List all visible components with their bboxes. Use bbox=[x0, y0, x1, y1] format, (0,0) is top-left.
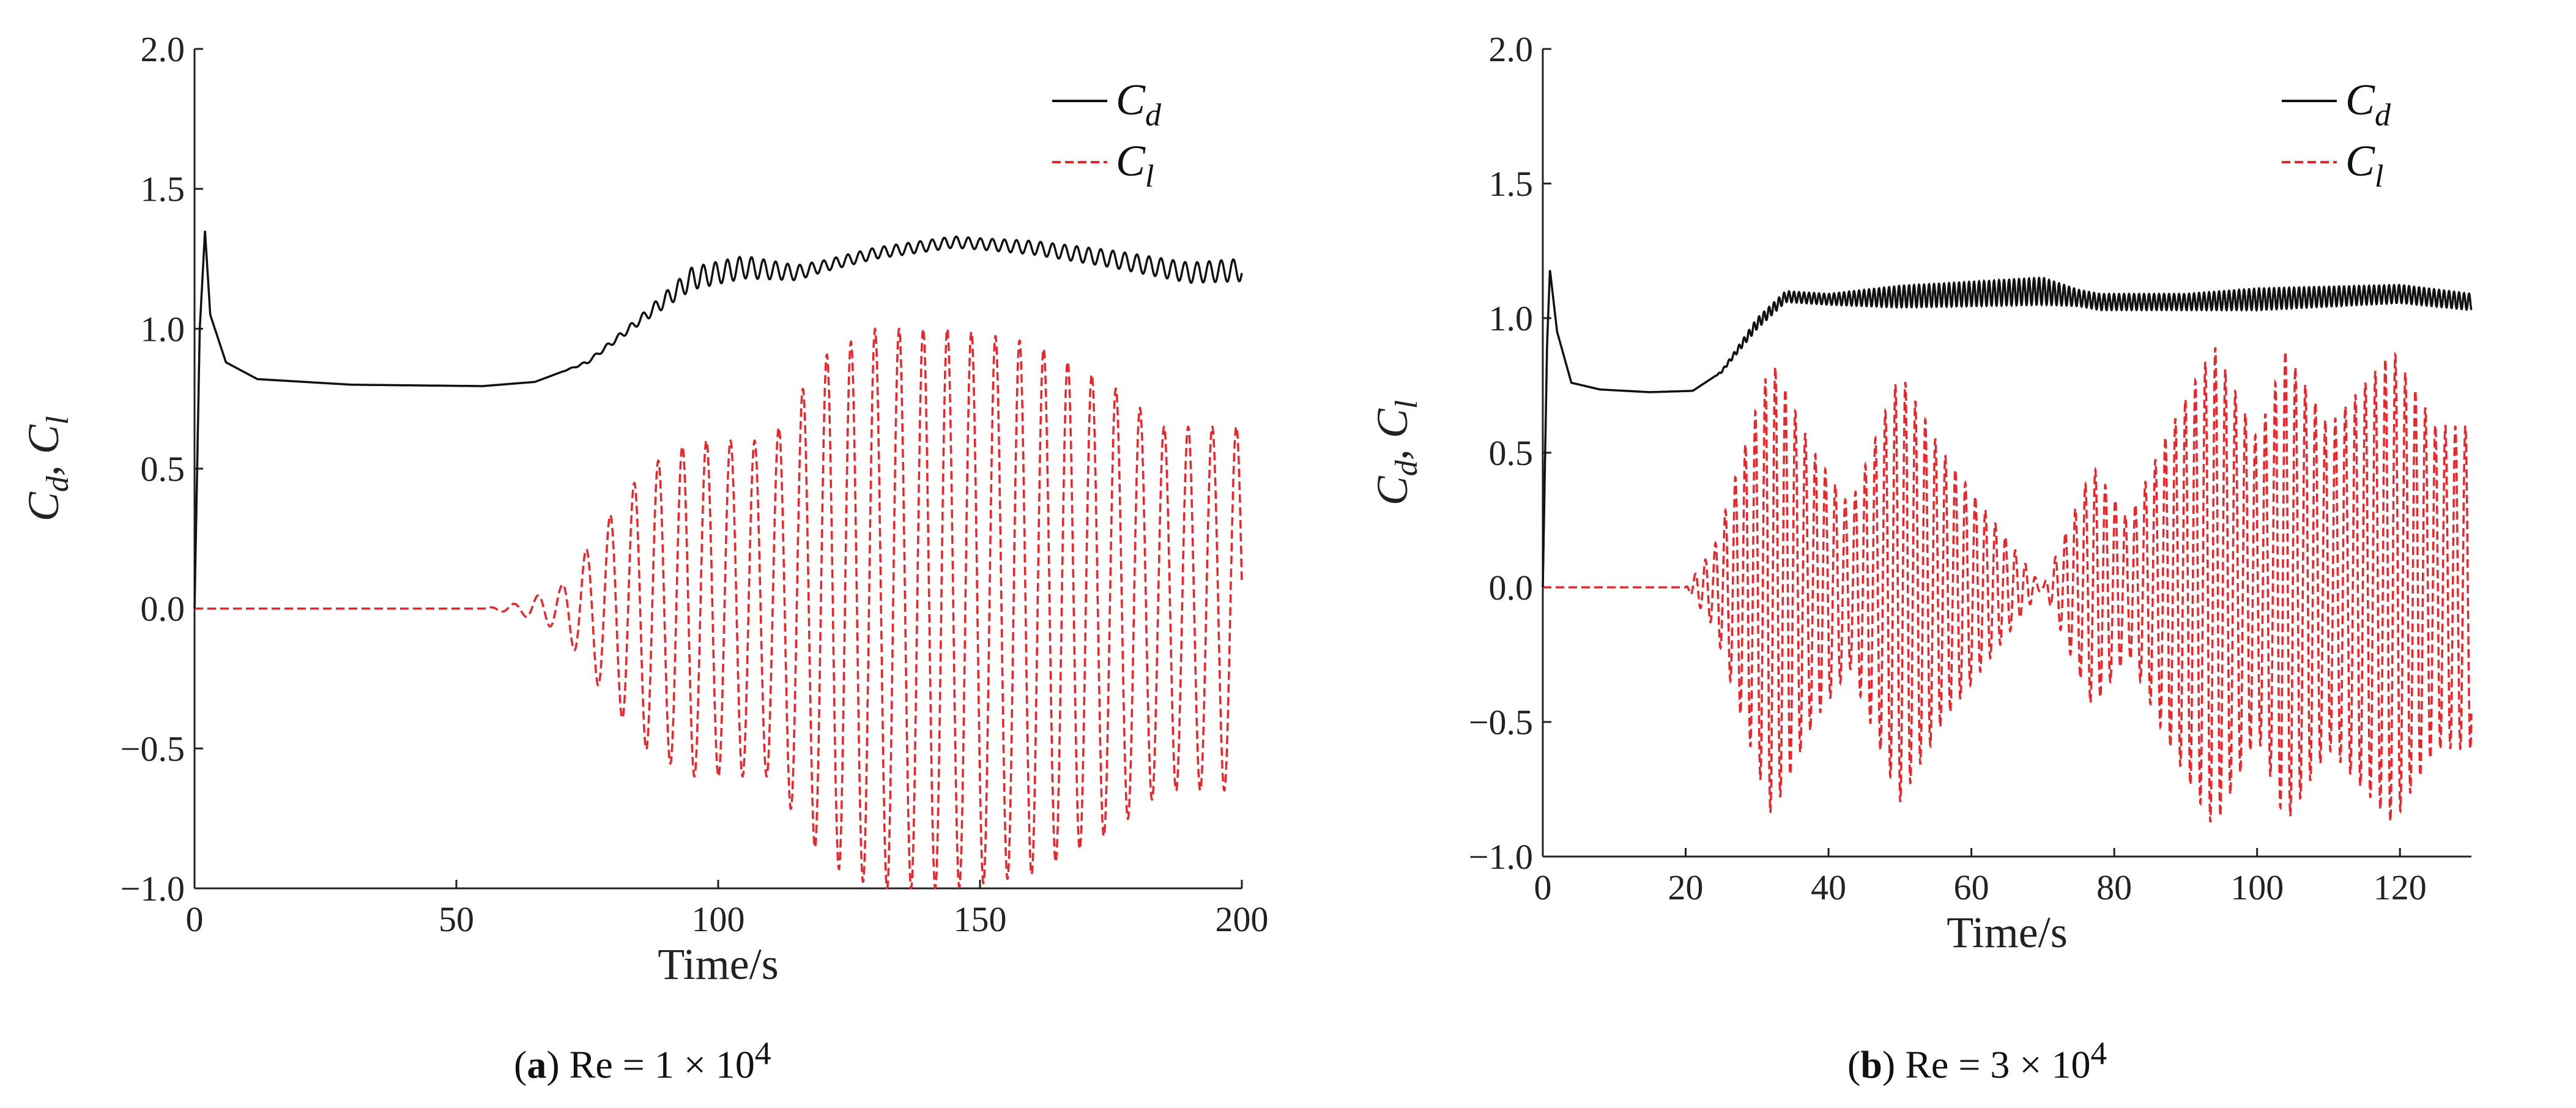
legend-label-cl: Cl bbox=[2345, 136, 2383, 194]
panel-a-series bbox=[193, 231, 1243, 890]
y-axis-label-sub: l bbox=[40, 416, 75, 425]
legend-label-main: C bbox=[2345, 136, 2375, 185]
y-axis-label-part: C bbox=[1368, 475, 1417, 505]
panel-b-chart: 2.0 1.5 1.0 0.5 0.0 −0.5 −1.00 20 40 60 80 100 120 Ti… bbox=[1368, 29, 2473, 957]
legend-label-cd: Cd bbox=[1116, 75, 1162, 133]
legend-label-cl: Cl bbox=[1116, 136, 1154, 194]
caption-a-exp: 4 bbox=[754, 1035, 771, 1071]
legend-label-main: C bbox=[1116, 136, 1146, 185]
caption-a-text: Re = 1 × 10 bbox=[559, 1043, 755, 1087]
caption-b-letter: b bbox=[1860, 1043, 1882, 1087]
series-cd-line bbox=[193, 231, 1243, 609]
y-axis-label: Cd, Cl bbox=[1368, 400, 1424, 506]
y-tick-label: 0.5 bbox=[1489, 433, 1534, 473]
x-tick-label: 200 bbox=[1216, 899, 1269, 939]
y-tick-label: −1.0 bbox=[1469, 837, 1533, 877]
x-tick-label: 0 bbox=[186, 899, 204, 939]
y-axis-label-part: , C bbox=[1368, 408, 1417, 460]
y-axis-label-sub: l bbox=[1389, 400, 1424, 409]
x-tick-label: 60 bbox=[1954, 868, 1989, 907]
y-tick-label: −0.5 bbox=[121, 729, 185, 768]
legend-label-sub: l bbox=[1145, 159, 1154, 194]
y-tick-label: 2.0 bbox=[141, 29, 185, 69]
y-tick-label: 0.0 bbox=[141, 589, 185, 629]
x-tick-label: 150 bbox=[954, 899, 1007, 939]
legend-label-cd: Cd bbox=[2345, 75, 2391, 133]
x-tick-label: 20 bbox=[1668, 868, 1704, 907]
caption-a-letter: a bbox=[527, 1043, 547, 1087]
y-axis-label-sub: d bbox=[1389, 459, 1424, 476]
legend-label-sub: d bbox=[1145, 98, 1162, 133]
y-axis-label-part: C bbox=[19, 491, 68, 521]
y-axis-label-sub: d bbox=[40, 475, 75, 492]
series-cl-line bbox=[1543, 347, 2473, 823]
y-tick-label: 1.0 bbox=[141, 309, 185, 349]
y-tick-label: 1.0 bbox=[1489, 299, 1534, 338]
y-tick-label: −1.0 bbox=[121, 869, 185, 909]
x-axis-label: Time/s bbox=[658, 940, 778, 989]
panel-b-axes: 2.0 1.5 1.0 0.5 0.0 −0.5 −1.00 20 40 60 80 100 120 Ti… bbox=[1368, 29, 2471, 957]
panel-a-axes: 2.0 1.5 1.0 0.5 0.0 −0.5 −1.00 50 100 150 200 Time/… bbox=[19, 29, 1269, 989]
x-tick-label: 40 bbox=[1811, 868, 1846, 907]
series-cl-line bbox=[195, 327, 1243, 890]
y-tick-label: −0.5 bbox=[1469, 702, 1533, 742]
legend-label-sub: d bbox=[2375, 98, 2391, 133]
caption-a: (a) Re = 1 × 104 bbox=[514, 1035, 771, 1087]
y-axis-label-part: , C bbox=[19, 424, 68, 476]
x-tick-label: 100 bbox=[2230, 868, 2284, 907]
y-tick-label: 1.5 bbox=[141, 169, 185, 209]
x-tick-label: 100 bbox=[692, 899, 745, 939]
x-tick-label: 0 bbox=[1534, 868, 1552, 907]
y-tick-label: 0.5 bbox=[141, 449, 185, 489]
panel-b-series bbox=[1542, 270, 2473, 823]
legend-label-sub: l bbox=[2375, 159, 2383, 194]
y-axis-label: Cd, Cl bbox=[19, 416, 75, 522]
y-tick-label: 2.0 bbox=[1489, 29, 1534, 69]
x-tick-label: 50 bbox=[439, 899, 474, 939]
caption-b-exp: 4 bbox=[2090, 1035, 2107, 1071]
x-tick-label: 120 bbox=[2374, 868, 2427, 907]
caption-b-text: Re = 3 × 10 bbox=[1895, 1043, 2091, 1087]
x-tick-label: 80 bbox=[2096, 868, 2132, 907]
y-tick-label: 1.5 bbox=[1489, 164, 1534, 204]
legend-label-main: C bbox=[2345, 75, 2375, 124]
legend-label-main: C bbox=[1116, 75, 1146, 124]
y-tick-label: 0.0 bbox=[1489, 568, 1534, 608]
panel-a-chart: 2.0 1.5 1.0 0.5 0.0 −0.5 −1.00 50 100 150 200 Time/… bbox=[19, 29, 1269, 989]
series-cd-line bbox=[1542, 270, 2473, 588]
caption-b: (b) Re = 3 × 104 bbox=[1847, 1035, 2107, 1087]
x-axis-label: Time/s bbox=[1947, 908, 2067, 957]
